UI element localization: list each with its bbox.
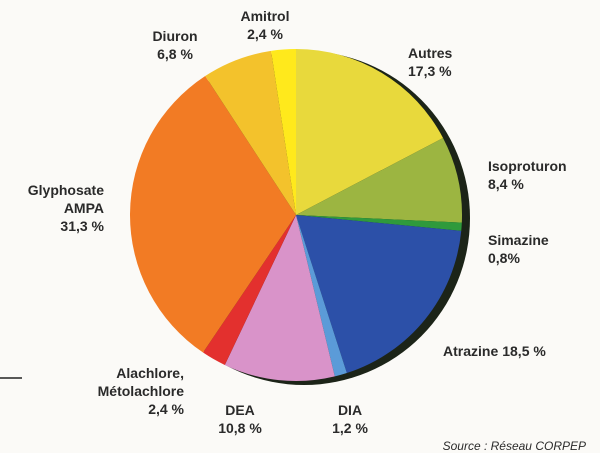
value-label: 6,8 % — [157, 46, 193, 62]
pie-slice — [296, 49, 444, 215]
category-name: Autres — [408, 45, 453, 61]
value-label: 10,8 % — [218, 420, 262, 436]
slices — [130, 49, 462, 381]
pie-slice — [296, 215, 462, 231]
pie-slice — [205, 50, 296, 216]
category-name: DIA — [337, 402, 363, 418]
value-label: 2,4 % — [247, 26, 283, 42]
slice-label: DEA 10,8 % — [200, 401, 280, 437]
slice-label: Simazine 0,8% — [488, 231, 578, 267]
category-name: Amitrol — [240, 8, 290, 24]
value-label: 2,4 % — [148, 401, 184, 417]
category-name: Simazine — [488, 232, 549, 248]
slice-label: Alachlore, Métolachlore 2,4 % — [60, 364, 184, 418]
value-label: 17,3 % — [408, 63, 452, 79]
source: Source : Réseau CORPEP — [442, 439, 586, 453]
category-name: Glyphosate AMPA — [27, 182, 104, 216]
value-label: 1,2 % — [332, 420, 368, 436]
pie-slice — [203, 215, 296, 365]
pie-slice — [296, 215, 462, 374]
category-name: Alachlore, Métolachlore — [97, 365, 184, 399]
value-label: 8,4 % — [488, 176, 524, 192]
category-name: Atrazine — [443, 343, 499, 359]
value-label: 31,3 % — [60, 218, 104, 234]
slice-label: Diuron 6,8 % — [125, 27, 225, 63]
slice-label: Amitrol 2,4 % — [210, 7, 320, 43]
pie-slice — [296, 215, 347, 377]
pie-slice — [130, 76, 296, 353]
value-label: 0,8% — [488, 250, 520, 266]
category-name: Diuron — [152, 28, 198, 44]
value-label: 18,5 % — [502, 343, 546, 359]
slice-label: Autres 17,3 % — [408, 44, 498, 80]
slice-label: DIA 1,2 % — [310, 401, 390, 437]
pie-slice — [296, 137, 462, 223]
category-name: DEA — [225, 402, 255, 418]
pie-slice — [224, 215, 335, 381]
slice-label: Atrazine 18,5 % — [443, 342, 593, 360]
category-name: Isoproturon — [488, 158, 567, 174]
slice-label: Isoproturon 8,4 % — [488, 157, 598, 193]
pie-slice — [271, 49, 296, 215]
slice-label: Glyphosate AMPA 31,3 % — [0, 181, 104, 235]
